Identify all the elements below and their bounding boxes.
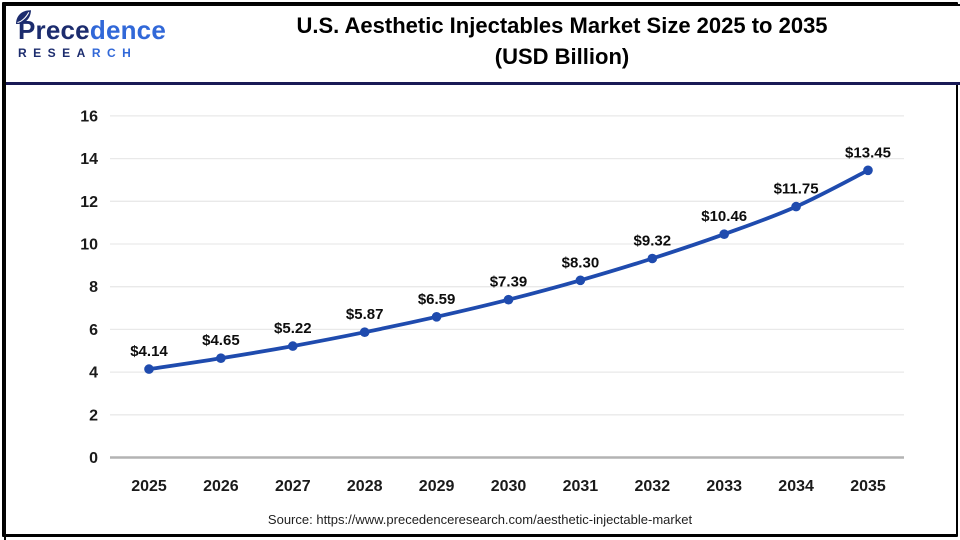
logo-word-light: dence bbox=[89, 15, 167, 45]
chart-title: U.S. Aesthetic Injectables Market Size 2… bbox=[176, 10, 948, 72]
data-point-marker bbox=[647, 253, 658, 264]
y-axis-tick: 0 bbox=[89, 450, 98, 467]
data-label: $10.46 bbox=[701, 208, 747, 225]
x-axis-tick: 2035 bbox=[850, 478, 886, 495]
data-label: $13.45 bbox=[845, 144, 891, 161]
x-axis-tick: 2034 bbox=[778, 478, 814, 495]
x-axis-tick: 2031 bbox=[563, 478, 599, 495]
data-point-marker bbox=[359, 327, 370, 338]
data-point-marker bbox=[575, 275, 586, 286]
data-label: $4.14 bbox=[130, 343, 168, 360]
x-axis-tick: 2027 bbox=[275, 478, 311, 495]
logo-wordmark: Precedence bbox=[16, 10, 183, 45]
x-axis-tick: 2029 bbox=[419, 478, 455, 495]
y-axis-tick: 10 bbox=[80, 237, 98, 254]
y-axis-tick: 16 bbox=[80, 108, 98, 125]
data-point-marker bbox=[216, 353, 226, 364]
data-point-marker bbox=[144, 364, 154, 374]
y-axis-tick: 2 bbox=[89, 407, 98, 424]
chart-title-line-2: (USD Billion) bbox=[494, 44, 630, 69]
data-point-marker bbox=[431, 312, 442, 322]
x-axis-tick: 2033 bbox=[706, 478, 742, 495]
data-point-marker bbox=[863, 165, 873, 176]
line-chart: 0 2 4 6 8 10 12 14 16 2025 2026 2027 2028 2029 2030 203… bbox=[80, 108, 904, 495]
y-axis-tick: 12 bbox=[80, 194, 98, 211]
logo-research-text: RESEARCH bbox=[18, 46, 138, 60]
chart-title-line-1: U.S. Aesthetic Injectables Market Size 2… bbox=[296, 13, 828, 38]
data-label: $9.32 bbox=[634, 233, 672, 250]
data-label: $11.75 bbox=[774, 181, 819, 198]
y-axis-tick: 4 bbox=[89, 365, 98, 382]
x-axis-tick: 2032 bbox=[635, 478, 671, 495]
data-point-marker bbox=[719, 229, 729, 239]
logo-leaf-p: P bbox=[16, 10, 36, 45]
y-axis-tick: 14 bbox=[80, 151, 98, 168]
data-point-marker bbox=[503, 294, 514, 305]
data-point-marker bbox=[288, 341, 298, 351]
logo-word-dark: rece bbox=[35, 15, 90, 45]
data-label: $5.22 bbox=[274, 320, 312, 337]
data-label: $6.59 bbox=[418, 291, 456, 308]
x-axis-tick: 2028 bbox=[347, 478, 383, 495]
data-label: $5.87 bbox=[346, 306, 384, 323]
y-axis-tick: 6 bbox=[89, 322, 98, 339]
x-axis-tick: 2026 bbox=[203, 478, 239, 495]
precedence-research-logo: Precedence RESEARCH bbox=[16, 10, 183, 60]
data-label: $4.65 bbox=[202, 332, 240, 349]
x-axis-tick: 2025 bbox=[131, 478, 167, 495]
source-text: Source: https://www.precedenceresearch.c… bbox=[267, 512, 693, 527]
x-axis-tick: 2030 bbox=[491, 478, 527, 495]
header: Precedence RESEARCH U.S. Aesthetic Injec… bbox=[4, 4, 960, 85]
line-series bbox=[147, 168, 870, 371]
y-axis-tick: 8 bbox=[89, 279, 98, 296]
leaf-icon bbox=[16, 10, 31, 24]
data-label: $7.39 bbox=[490, 274, 528, 291]
data-point-marker bbox=[791, 201, 801, 212]
data-label: $8.30 bbox=[562, 254, 600, 271]
